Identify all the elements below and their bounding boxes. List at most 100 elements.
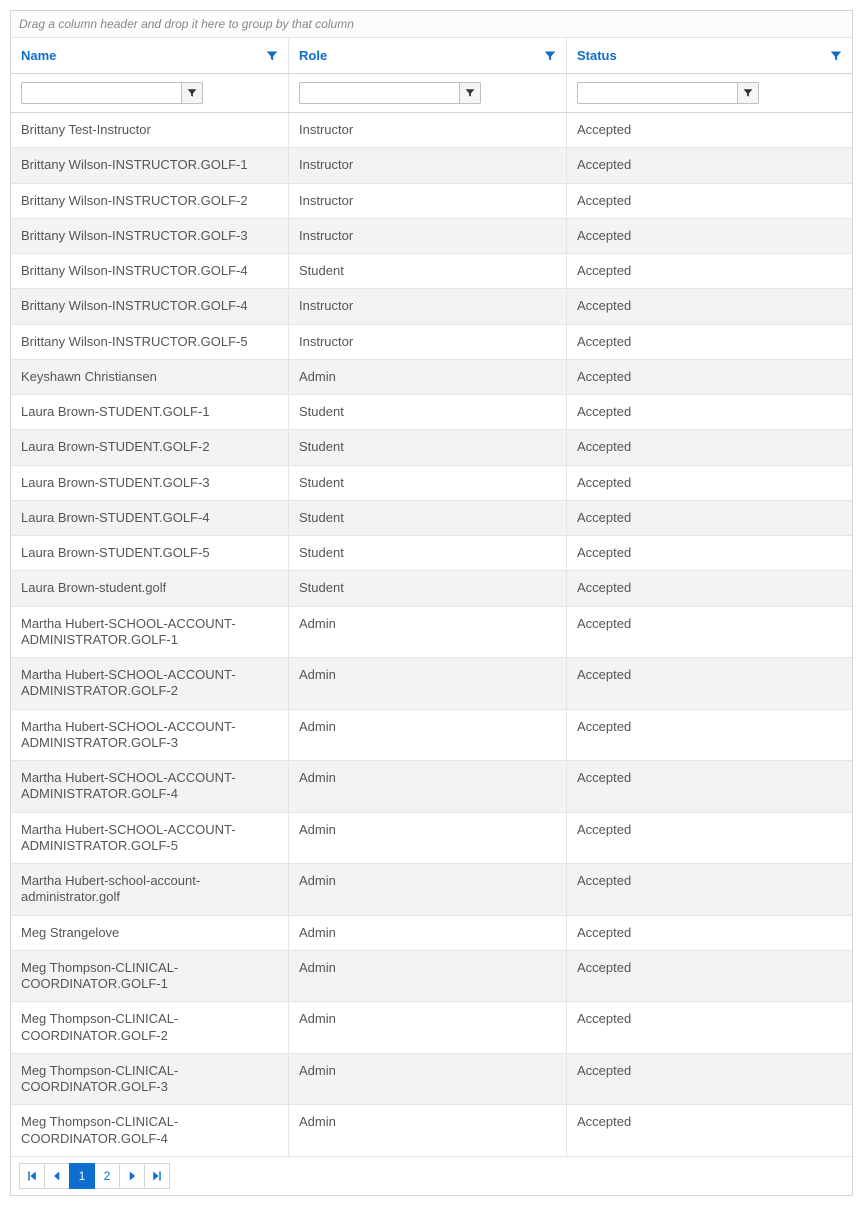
header-role[interactable]: Role xyxy=(289,38,567,73)
cell-status: Accepted xyxy=(567,710,852,761)
cell-role: Admin xyxy=(289,658,567,709)
header-row: Name Role Status xyxy=(11,38,852,74)
cell-status: Accepted xyxy=(567,395,852,429)
pager-prev-button[interactable] xyxy=(44,1163,70,1189)
cell-name: Martha Hubert-SCHOOL-ACCOUNT-ADMINISTRAT… xyxy=(11,813,289,864)
table-row[interactable]: Brittany Wilson-INSTRUCTOR.GOLF-5Instruc… xyxy=(11,325,852,360)
cell-status: Accepted xyxy=(567,1002,852,1053)
cell-name: Meg Thompson-CLINICAL-COORDINATOR.GOLF-2 xyxy=(11,1002,289,1053)
grid-body: Brittany Test-InstructorInstructorAccept… xyxy=(11,113,852,1157)
cell-name: Brittany Wilson-INSTRUCTOR.GOLF-3 xyxy=(11,219,289,253)
cell-status: Accepted xyxy=(567,951,852,1002)
table-row[interactable]: Martha Hubert-SCHOOL-ACCOUNT-ADMINISTRAT… xyxy=(11,813,852,865)
table-row[interactable]: Brittany Wilson-INSTRUCTOR.GOLF-1Instruc… xyxy=(11,148,852,183)
table-row[interactable]: Meg Thompson-CLINICAL-COORDINATOR.GOLF-1… xyxy=(11,951,852,1003)
filter-role-input[interactable] xyxy=(299,82,459,104)
pager-next-button[interactable] xyxy=(119,1163,145,1189)
pager-last-button[interactable] xyxy=(144,1163,170,1189)
cell-name: Laura Brown-STUDENT.GOLF-5 xyxy=(11,536,289,570)
table-row[interactable]: Martha Hubert-school-account-administrat… xyxy=(11,864,852,916)
filter-role-wrap xyxy=(299,82,481,104)
filter-name-input[interactable] xyxy=(21,82,181,104)
cell-status: Accepted xyxy=(567,607,852,658)
cell-status: Accepted xyxy=(567,536,852,570)
filter-cell-role xyxy=(289,74,567,112)
cell-status: Accepted xyxy=(567,360,852,394)
pager-page-2[interactable]: 2 xyxy=(94,1163,120,1189)
cell-status: Accepted xyxy=(567,1105,852,1156)
cell-status: Accepted xyxy=(567,219,852,253)
cell-name: Laura Brown-STUDENT.GOLF-1 xyxy=(11,395,289,429)
cell-role: Admin xyxy=(289,951,567,1002)
cell-role: Admin xyxy=(289,864,567,915)
cell-status: Accepted xyxy=(567,289,852,323)
filter-icon[interactable] xyxy=(544,50,556,62)
table-row[interactable]: Meg Thompson-CLINICAL-COORDINATOR.GOLF-4… xyxy=(11,1105,852,1157)
cell-status: Accepted xyxy=(567,658,852,709)
cell-name: Laura Brown-STUDENT.GOLF-3 xyxy=(11,466,289,500)
cell-name: Laura Brown-student.golf xyxy=(11,571,289,605)
cell-role: Instructor xyxy=(289,289,567,323)
table-row[interactable]: Martha Hubert-SCHOOL-ACCOUNT-ADMINISTRAT… xyxy=(11,710,852,762)
cell-role: Admin xyxy=(289,1002,567,1053)
filter-role-button[interactable] xyxy=(459,82,481,104)
table-row[interactable]: Laura Brown-STUDENT.GOLF-1StudentAccepte… xyxy=(11,395,852,430)
table-row[interactable]: Martha Hubert-SCHOOL-ACCOUNT-ADMINISTRAT… xyxy=(11,607,852,659)
pager-first-button[interactable] xyxy=(19,1163,45,1189)
filter-icon[interactable] xyxy=(830,50,842,62)
table-row[interactable]: Brittany Wilson-INSTRUCTOR.GOLF-3Instruc… xyxy=(11,219,852,254)
table-row[interactable]: Martha Hubert-SCHOOL-ACCOUNT-ADMINISTRAT… xyxy=(11,658,852,710)
filter-status-button[interactable] xyxy=(737,82,759,104)
cell-status: Accepted xyxy=(567,113,852,147)
cell-name: Martha Hubert-SCHOOL-ACCOUNT-ADMINISTRAT… xyxy=(11,607,289,658)
cell-role: Admin xyxy=(289,607,567,658)
filter-cell-status xyxy=(567,74,852,112)
cell-role: Instructor xyxy=(289,148,567,182)
cell-status: Accepted xyxy=(567,325,852,359)
cell-status: Accepted xyxy=(567,184,852,218)
table-row[interactable]: Brittany Wilson-INSTRUCTOR.GOLF-4Instruc… xyxy=(11,289,852,324)
cell-role: Instructor xyxy=(289,219,567,253)
filter-icon[interactable] xyxy=(266,50,278,62)
cell-role: Admin xyxy=(289,1054,567,1105)
cell-role: Student xyxy=(289,466,567,500)
pager-page-1[interactable]: 1 xyxy=(69,1163,95,1189)
table-row[interactable]: Keyshawn ChristiansenAdminAccepted xyxy=(11,360,852,395)
table-row[interactable]: Brittany Test-InstructorInstructorAccept… xyxy=(11,113,852,148)
table-row[interactable]: Martha Hubert-SCHOOL-ACCOUNT-ADMINISTRAT… xyxy=(11,761,852,813)
cell-name: Martha Hubert-SCHOOL-ACCOUNT-ADMINISTRAT… xyxy=(11,710,289,761)
table-row[interactable]: Laura Brown-STUDENT.GOLF-3StudentAccepte… xyxy=(11,466,852,501)
table-row[interactable]: Brittany Wilson-INSTRUCTOR.GOLF-4Student… xyxy=(11,254,852,289)
cell-name: Laura Brown-STUDENT.GOLF-2 xyxy=(11,430,289,464)
cell-status: Accepted xyxy=(567,864,852,915)
cell-status: Accepted xyxy=(567,430,852,464)
table-row[interactable]: Brittany Wilson-INSTRUCTOR.GOLF-2Instruc… xyxy=(11,184,852,219)
cell-role: Admin xyxy=(289,916,567,950)
cell-role: Student xyxy=(289,254,567,288)
filter-name-button[interactable] xyxy=(181,82,203,104)
cell-name: Brittany Wilson-INSTRUCTOR.GOLF-4 xyxy=(11,289,289,323)
table-row[interactable]: Laura Brown-STUDENT.GOLF-4StudentAccepte… xyxy=(11,501,852,536)
filter-cell-name xyxy=(11,74,289,112)
cell-role: Instructor xyxy=(289,325,567,359)
cell-role: Admin xyxy=(289,761,567,812)
table-row[interactable]: Laura Brown-STUDENT.GOLF-2StudentAccepte… xyxy=(11,430,852,465)
table-row[interactable]: Laura Brown-student.golfStudentAccepted xyxy=(11,571,852,606)
cell-role: Student xyxy=(289,430,567,464)
cell-name: Martha Hubert-SCHOOL-ACCOUNT-ADMINISTRAT… xyxy=(11,658,289,709)
cell-name: Brittany Wilson-INSTRUCTOR.GOLF-2 xyxy=(11,184,289,218)
cell-name: Brittany Wilson-INSTRUCTOR.GOLF-4 xyxy=(11,254,289,288)
header-name[interactable]: Name xyxy=(11,38,289,73)
table-row[interactable]: Meg StrangeloveAdminAccepted xyxy=(11,916,852,951)
table-row[interactable]: Laura Brown-STUDENT.GOLF-5StudentAccepte… xyxy=(11,536,852,571)
cell-status: Accepted xyxy=(567,1054,852,1105)
cell-status: Accepted xyxy=(567,466,852,500)
header-status[interactable]: Status xyxy=(567,38,852,73)
cell-status: Accepted xyxy=(567,501,852,535)
cell-status: Accepted xyxy=(567,916,852,950)
group-by-hint: Drag a column header and drop it here to… xyxy=(19,17,354,31)
cell-name: Brittany Wilson-INSTRUCTOR.GOLF-1 xyxy=(11,148,289,182)
table-row[interactable]: Meg Thompson-CLINICAL-COORDINATOR.GOLF-2… xyxy=(11,1002,852,1054)
group-by-bar[interactable]: Drag a column header and drop it here to… xyxy=(11,11,852,38)
filter-status-input[interactable] xyxy=(577,82,737,104)
